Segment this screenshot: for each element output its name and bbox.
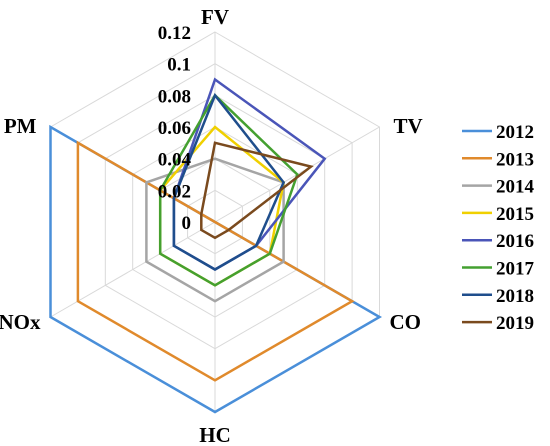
series-line-2019 [200,141,314,240]
axis-label-fv: FV [201,5,229,29]
axis-label-pm: PM [4,114,37,138]
series-line-2018 [172,92,286,271]
tick-label: 0 [182,213,192,234]
axis-label-nox: NOx [0,310,41,334]
axis-label-tv: TV [394,114,423,138]
legend: 2012 2013 2014 2015 2016 2017 2018 2019 [462,122,535,334]
series-line-2013 [76,140,355,382]
axis-label-hc: HC [199,423,231,446]
legend-label-2013: 2013 [496,149,534,170]
legend-label-2015: 2015 [496,204,534,225]
axis-labels: FV TV CO HC NOx PM [0,5,423,446]
axis-label-co: CO [390,310,422,334]
series-line-2017 [158,93,299,287]
legend-label-2018: 2018 [496,286,534,307]
legend-label-2014: 2014 [496,177,535,198]
radial-tick-labels: 0 0.02 0.04 0.06 0.08 0.1 0.12 [158,23,192,234]
legend-label-2012: 2012 [496,122,534,143]
tick-label: 0.02 [158,181,191,202]
tick-label: 0.1 [167,55,191,76]
tick-label: 0.06 [158,118,191,139]
tick-label: 0.08 [158,86,191,107]
tick-label: 0.04 [158,150,192,171]
tick-label: 0.12 [158,23,191,44]
radar-series [49,77,382,414]
legend-label-2019: 2019 [496,313,534,334]
legend-label-2017: 2017 [496,259,535,280]
legend-label-2016: 2016 [496,231,534,252]
